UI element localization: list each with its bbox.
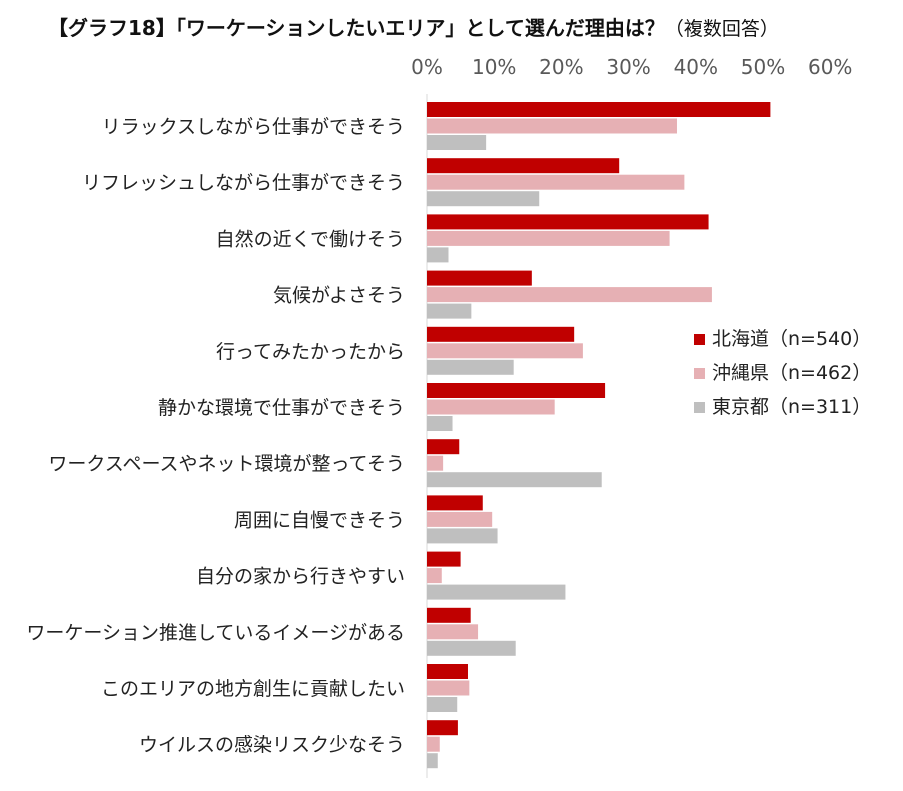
chart-subtitle: （複数回答） xyxy=(664,18,779,40)
chart-title: 【グラフ18】「ワーケーションしたいエリア」として選んだ理由は？（複数回答） xyxy=(48,12,779,41)
legend-label: 沖縄県（n=462） xyxy=(712,362,871,384)
bar-series-3 xyxy=(427,135,487,150)
bar-series-3 xyxy=(427,528,498,544)
bar-series-2 xyxy=(427,230,670,246)
bar-series-3 xyxy=(427,247,449,263)
bar-series-2 xyxy=(427,399,555,415)
bar-series-3 xyxy=(427,753,438,769)
x-tick-label: 40% xyxy=(674,55,718,79)
category-label: 行ってみたかったから xyxy=(216,341,405,363)
category-label: 気候がよさそう xyxy=(273,285,405,307)
x-tick-label: 50% xyxy=(741,55,785,79)
bar-series-1 xyxy=(427,495,483,511)
bar-series-3 xyxy=(427,191,540,207)
bar-series-1 xyxy=(427,607,471,623)
bar-series-1 xyxy=(427,551,461,567)
chart-title-main: 【グラフ18】「ワーケーションしたいエリア」として選んだ理由は？ xyxy=(48,16,665,40)
bar-series-3 xyxy=(427,584,566,600)
bar-series-3 xyxy=(427,416,453,431)
bar-series-1 xyxy=(427,270,532,286)
x-tick-label: 20% xyxy=(539,55,583,79)
x-axis-ticks: 0% 10% 20% 30% 40% 50% 60% xyxy=(411,55,852,79)
legend-label: 東京都（n=311） xyxy=(712,396,871,418)
legend-swatch xyxy=(694,368,705,379)
bar-series-1 xyxy=(427,214,709,230)
category-label: リラックスしながら仕事ができそう xyxy=(102,116,405,138)
x-tick-label: 30% xyxy=(606,55,650,79)
category-label: 自分の家から行きやすい xyxy=(196,566,405,588)
category-label: このエリアの地方創生に貢献したい xyxy=(101,678,405,700)
legend-label: 北海道（n=540） xyxy=(712,328,871,350)
category-labels: リラックスしながら仕事ができそうリフレッシュしながら仕事ができそう自然の近くで働… xyxy=(26,116,405,756)
bar-series-2 xyxy=(427,511,493,527)
x-tick-label: 60% xyxy=(808,55,852,79)
bar-series-3 xyxy=(427,359,514,375)
bar-series-3 xyxy=(427,472,602,488)
category-label: 自然の近くで働けそう xyxy=(216,228,405,250)
category-label: 静かな環境で仕事ができそう xyxy=(158,397,405,419)
bar-series-1 xyxy=(427,664,468,679)
bar-series-3 xyxy=(427,303,472,319)
bar-series-1 xyxy=(427,439,460,455)
bar-series-2 xyxy=(427,174,685,190)
category-label: ワーケーション推進しているイメージがある xyxy=(26,622,405,644)
category-label: ワークスペースやネット環境が整ってそう xyxy=(48,453,405,475)
bar-series-2 xyxy=(427,118,677,134)
legend-swatch xyxy=(694,402,705,413)
legend: 北海道（n=540） 沖縄県（n=462） 東京都（n=311） xyxy=(694,328,871,418)
bar-series-1 xyxy=(427,326,575,342)
bar-series-1 xyxy=(427,720,458,736)
bar-series-2 xyxy=(427,736,440,752)
bar-series-2 xyxy=(427,455,444,471)
bar-series-1 xyxy=(427,158,620,174)
bar-series-2 xyxy=(427,680,470,696)
bar-series-3 xyxy=(427,697,458,712)
x-tick-label: 10% xyxy=(472,55,516,79)
bar-series-2 xyxy=(427,343,583,359)
bar-series-2 xyxy=(427,568,442,584)
category-label: ウイルスの感染リスク少なそう xyxy=(139,734,405,756)
category-label: リフレッシュしながら仕事ができそう xyxy=(82,172,405,194)
legend-swatch xyxy=(694,334,705,345)
category-label: 周囲に自慢できそう xyxy=(234,509,405,531)
x-tick-label: 0% xyxy=(411,55,443,79)
bar-series-1 xyxy=(427,383,606,398)
bar-series-1 xyxy=(427,102,771,117)
bar-series-2 xyxy=(427,287,712,303)
bar-series-3 xyxy=(427,640,516,656)
bar-series-2 xyxy=(427,624,479,640)
bars xyxy=(427,102,771,769)
